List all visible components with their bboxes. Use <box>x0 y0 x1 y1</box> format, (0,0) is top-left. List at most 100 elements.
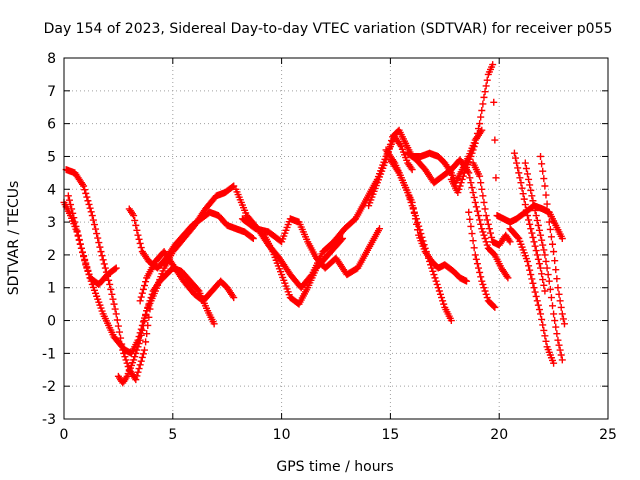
data-point <box>543 200 551 208</box>
data-point <box>82 259 90 267</box>
data-point <box>117 334 125 342</box>
data-point <box>470 193 478 201</box>
data-point <box>482 238 490 246</box>
data-point <box>535 226 543 234</box>
data-point <box>532 247 540 255</box>
data-point <box>514 164 522 172</box>
data-point <box>82 189 90 197</box>
data-point <box>131 353 139 361</box>
data-point <box>466 215 474 223</box>
data-point <box>477 179 485 187</box>
data-point <box>135 235 143 243</box>
data-point <box>113 316 121 324</box>
data-point <box>542 257 550 265</box>
data-point <box>426 257 434 265</box>
data-point <box>130 356 138 364</box>
data-point <box>407 198 415 206</box>
y-tick-label: 2 <box>47 248 56 264</box>
data-point <box>523 257 531 265</box>
data-point <box>112 264 120 272</box>
data-point <box>111 305 119 313</box>
data-point <box>89 216 97 224</box>
series-track-s <box>521 159 566 364</box>
data-point <box>457 179 465 187</box>
data-point <box>145 300 153 308</box>
data-point <box>71 218 79 226</box>
data-point <box>80 252 88 260</box>
data-point <box>107 285 115 293</box>
data-point <box>86 204 94 212</box>
series-track-o <box>469 159 514 249</box>
data-point <box>84 266 92 274</box>
data-point <box>526 181 534 189</box>
data-point <box>542 337 550 345</box>
x-tick-label: 5 <box>168 427 177 443</box>
data-point <box>105 276 113 284</box>
series-track-q <box>506 225 558 367</box>
data-point <box>415 222 423 230</box>
data-point <box>537 264 545 272</box>
data-point <box>417 230 425 238</box>
data-point <box>141 346 149 354</box>
data-point <box>558 235 566 242</box>
data-point <box>133 372 141 380</box>
data-point <box>518 184 526 192</box>
data-point <box>555 341 563 349</box>
data-point <box>529 279 537 287</box>
data-point <box>531 288 539 296</box>
data-point <box>476 216 484 224</box>
data-point <box>516 174 524 182</box>
y-tick-label: -2 <box>42 379 56 395</box>
series-track-t <box>537 152 568 328</box>
data-point <box>530 202 538 210</box>
data-point <box>554 336 562 344</box>
data-point <box>430 271 438 279</box>
data-point <box>87 208 95 216</box>
data-point <box>148 290 156 298</box>
series-track-n <box>447 61 566 242</box>
data-point <box>517 179 525 187</box>
x-tick-label: 20 <box>490 427 508 443</box>
data-point <box>525 216 533 224</box>
data-point <box>465 208 473 216</box>
data-point <box>533 216 541 224</box>
data-point <box>535 306 543 314</box>
data-point <box>406 195 414 203</box>
data-point <box>479 192 487 200</box>
data-point <box>467 152 475 160</box>
data-point <box>455 185 463 193</box>
data-point <box>137 244 145 252</box>
data-point <box>386 140 394 148</box>
data-point <box>481 235 489 242</box>
data-point <box>210 320 218 328</box>
y-tick-label: 7 <box>47 84 56 100</box>
data-point <box>540 326 548 334</box>
data-point <box>65 196 73 204</box>
data-point <box>77 244 85 252</box>
data-point <box>249 235 257 242</box>
data-point <box>454 189 462 197</box>
data-point <box>531 207 539 215</box>
data-point <box>137 325 145 333</box>
series-track-b <box>62 166 155 384</box>
data-point <box>525 175 533 183</box>
data-point <box>428 264 436 272</box>
data-point <box>100 260 108 268</box>
data-point <box>92 225 100 233</box>
data-point <box>404 189 412 197</box>
data-point <box>432 277 440 285</box>
data-point <box>73 227 81 235</box>
data-point <box>115 328 123 336</box>
data-point <box>535 260 543 268</box>
data-point <box>526 220 534 228</box>
data-point <box>83 263 91 271</box>
data-point <box>137 331 145 339</box>
data-point <box>538 160 546 168</box>
data-point <box>468 230 476 238</box>
data-point <box>482 82 490 90</box>
data-point <box>93 230 101 238</box>
data-point <box>130 212 138 220</box>
data-point <box>504 274 512 282</box>
data-point <box>83 193 91 201</box>
data-point <box>471 198 479 206</box>
